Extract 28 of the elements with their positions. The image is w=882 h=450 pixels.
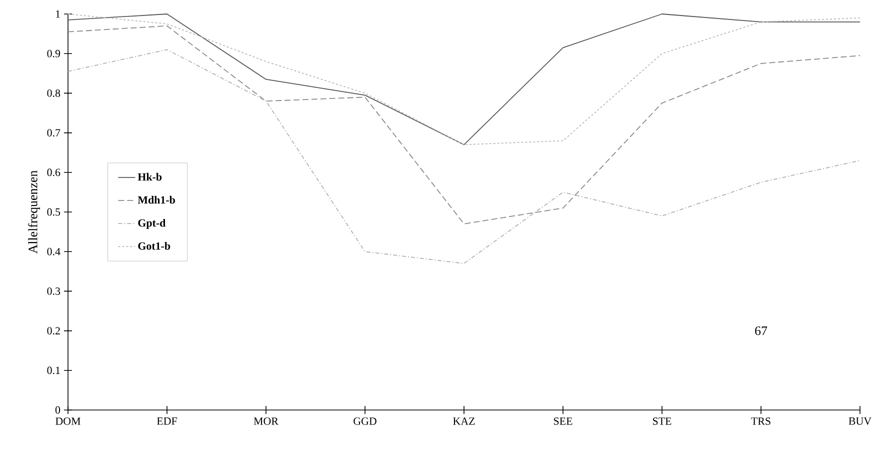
y-axis-title: Allelfrequenzen: [28, 170, 40, 254]
y-tick-label: 0.2: [47, 327, 60, 335]
y-tick-label: 0.9: [47, 50, 60, 58]
y-tick-label: 0.8: [47, 89, 60, 97]
y-tick-label: 0.1: [47, 366, 60, 374]
x-tick-label: DOM: [56, 418, 80, 425]
x-tick-label: BUV: [848, 418, 872, 425]
x-tick-label: TRS: [751, 418, 770, 425]
legend-label: Got1-b: [138, 242, 170, 250]
legend-label: Hk-b: [138, 172, 162, 181]
x-tick-label: GGD: [354, 418, 376, 425]
legend-label: Mdh1-b: [138, 196, 175, 204]
x-tick-label: MOR: [254, 418, 278, 425]
y-tick-label: 0.7: [47, 129, 60, 137]
y-tick-label: 0: [55, 406, 60, 414]
x-tick-label: STE: [652, 418, 672, 425]
annotation: 67: [755, 326, 768, 336]
line-series: [68, 49, 860, 264]
x-tick-label: SEE: [554, 418, 572, 425]
line-series: [68, 14, 860, 146]
y-tick-label: 0.6: [47, 168, 60, 176]
y-tick-label: 1: [56, 10, 60, 18]
x-tick-label: KAZ: [453, 418, 475, 425]
y-tick-label: 0.3: [47, 287, 60, 295]
y-tick-label: 0.4: [47, 248, 60, 256]
legend-label: Gpt-d: [138, 218, 166, 229]
y-tick-label: 0.5: [47, 208, 60, 216]
x-tick-label: EDF: [156, 418, 177, 425]
